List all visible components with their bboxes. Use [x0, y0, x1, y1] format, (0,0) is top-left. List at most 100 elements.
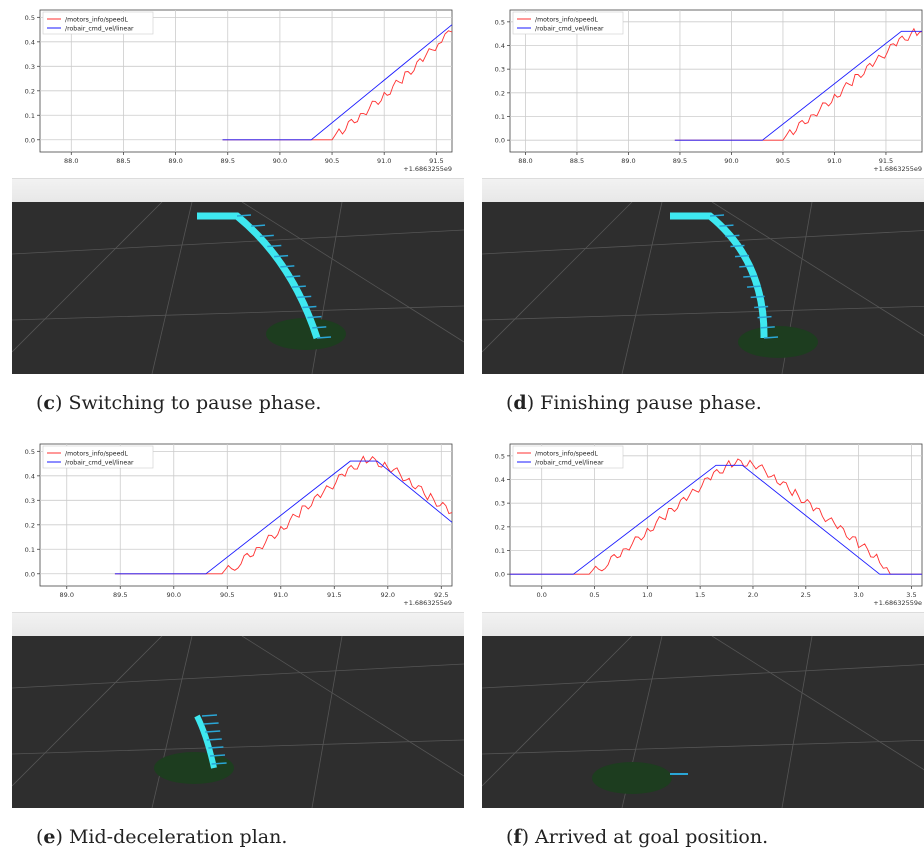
caption-c: (c) Switching to pause phase.	[36, 392, 322, 414]
plot-frame	[509, 443, 923, 587]
x-tick-label: 90.5	[776, 157, 790, 165]
x-tick-label: 88.0	[64, 157, 78, 165]
x-tick-label: 3.0	[853, 591, 863, 599]
x-tick-label: 3.5	[906, 591, 916, 599]
grid-line	[621, 202, 663, 374]
legend-label: /robair_cmd_vel/linear	[65, 25, 134, 32]
grid-line	[241, 636, 464, 777]
x-tick-label: 0.5	[589, 591, 599, 599]
velocity-arrow	[709, 214, 725, 217]
velocity-arrow	[280, 265, 295, 268]
velocity-arrow	[209, 754, 226, 757]
velocity-arrow	[750, 295, 765, 299]
x-tick-label: 88.0	[518, 157, 532, 165]
velocity-arrow	[259, 234, 274, 238]
y-tick-label: 0.3	[25, 63, 35, 71]
rviz-scene-c	[12, 202, 464, 374]
y-tick-label: 0.2	[495, 89, 505, 97]
grid-line	[12, 229, 464, 255]
x-tick-label: 2.5	[801, 591, 811, 599]
y-tick-label: 0.0	[25, 136, 35, 144]
y-tick-label: 0.1	[495, 113, 505, 121]
y-tick-label: 0.0	[495, 571, 505, 579]
y-tick-label: 0.5	[495, 18, 505, 26]
x-tick-label: 1.5	[695, 591, 705, 599]
x-tick-label: 88.5	[116, 157, 130, 165]
grid-line	[482, 636, 633, 787]
x-tick-label: 0.0	[537, 591, 547, 599]
velocity-arrow	[725, 234, 740, 238]
viewer-toolbar-band	[482, 612, 924, 639]
trajectory-path	[197, 212, 321, 340]
x-offset-label: +1.6863255e9	[873, 165, 922, 172]
grid-line	[12, 663, 464, 689]
y-tick-label: 0.4	[495, 42, 505, 50]
y-tick-label: 0.3	[25, 497, 35, 505]
x-tick-label: 89.0	[168, 157, 182, 165]
y-tick-label: 0.1	[495, 547, 505, 555]
trajectory-path	[670, 212, 768, 339]
legend: /motors_info/speedL/robair_cmd_vel/linea…	[512, 11, 624, 35]
grid-line	[482, 305, 924, 321]
velocity-arrow	[291, 285, 306, 288]
trajectory-path	[194, 714, 217, 769]
velocity-arrow	[302, 305, 317, 309]
x-tick-label: 2.0	[748, 591, 758, 599]
grid-line	[711, 636, 924, 771]
x-offset-label: +1.68632559e	[873, 599, 922, 606]
caption-e: (e) Mid-deceleration plan.	[36, 826, 288, 848]
velocity-arrow	[730, 244, 745, 248]
x-tick-label: 90.5	[325, 157, 339, 165]
x-tick-label: 91.5	[429, 157, 443, 165]
grid-line	[482, 664, 924, 689]
robot-footprint	[266, 318, 346, 350]
x-tick-label: 92.0	[381, 591, 395, 599]
legend-label: /motors_info/speedL	[65, 16, 128, 23]
chart-d: 0.0 0.1 0.2 0.3 0.4 0.5 88.0 88.5 89.0 89.5 90.0 90…	[495, 9, 923, 172]
x-tick-label: 1.0	[642, 591, 652, 599]
y-tick-label: 0.1	[25, 546, 35, 554]
grid-line	[711, 202, 924, 337]
velocity-arrow	[286, 275, 301, 278]
x-tick-label: 89.0	[621, 157, 635, 165]
x-tick-label: 91.5	[879, 157, 893, 165]
y-tick-label: 0.5	[25, 448, 35, 456]
velocity-arrow	[208, 746, 224, 749]
y-tick-label: 0.0	[25, 570, 35, 578]
x-tick-label: 89.0	[60, 591, 74, 599]
viewer-toolbar-band	[482, 178, 924, 205]
rviz-scene-d	[482, 202, 924, 374]
x-tick-label: 90.0	[167, 591, 181, 599]
grid-line	[12, 636, 163, 787]
legend-label: /robair_cmd_vel/linear	[535, 459, 604, 466]
legend-label: /robair_cmd_vel/linear	[535, 25, 604, 32]
velocity-arrow	[211, 762, 227, 765]
velocity-arrow	[312, 326, 327, 329]
y-tick-label: 0.0	[495, 137, 505, 145]
velocity-arrow	[763, 336, 779, 339]
y-tick-label: 0.1	[25, 112, 35, 120]
y-tick-label: 0.2	[495, 523, 505, 531]
legend-label: /motors_info/speedL	[535, 450, 598, 457]
grid-line	[12, 305, 464, 321]
x-tick-label: 92.5	[434, 591, 448, 599]
velocity-arrow	[206, 738, 222, 741]
velocity-arrow	[297, 295, 312, 299]
velocity-arrow	[267, 244, 282, 248]
robot-footprint	[154, 752, 234, 784]
robot-footprint	[592, 762, 672, 794]
rviz-scene-e	[12, 636, 464, 808]
grid-line	[482, 739, 924, 755]
legend-box	[512, 11, 624, 35]
x-offset-label: +1.6863255e9	[403, 165, 452, 172]
y-tick-label: 0.3	[495, 66, 505, 74]
velocity-arrow	[743, 275, 758, 278]
velocity-arrow	[746, 285, 762, 288]
grid-line	[12, 202, 163, 353]
x-tick-label: 90.0	[273, 157, 287, 165]
velocity-arrow	[760, 326, 775, 329]
chart-e: 0.0 0.1 0.2 0.3 0.4 0.5 89.0 89.5 90.0 90.5 91.0 91…	[25, 443, 453, 606]
y-tick-label: 0.2	[25, 521, 35, 529]
grid-line	[482, 230, 924, 255]
y-tick-label: 0.5	[495, 452, 505, 460]
